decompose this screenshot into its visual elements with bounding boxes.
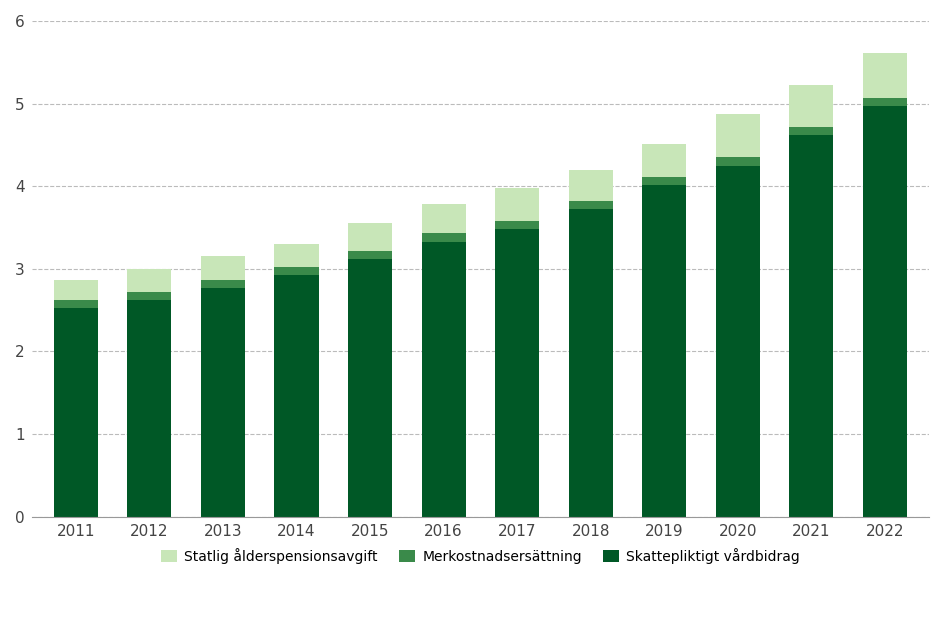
Bar bbox=[275, 244, 318, 267]
Bar bbox=[348, 251, 392, 259]
Bar bbox=[716, 157, 760, 165]
Bar bbox=[716, 115, 760, 157]
Bar bbox=[495, 188, 539, 221]
Bar bbox=[863, 98, 907, 106]
Bar bbox=[275, 267, 318, 275]
Bar bbox=[568, 201, 613, 209]
Bar bbox=[495, 229, 539, 517]
Bar bbox=[275, 275, 318, 517]
Legend: Statlig ålderspensionsavgift, Merkostnadsersättning, Skattepliktigt vårdbidrag: Statlig ålderspensionsavgift, Merkostnad… bbox=[155, 542, 805, 569]
Bar bbox=[422, 233, 465, 241]
Bar bbox=[54, 308, 98, 517]
Bar bbox=[127, 300, 172, 517]
Bar bbox=[642, 144, 686, 177]
Bar bbox=[201, 288, 245, 517]
Bar bbox=[789, 135, 834, 517]
Bar bbox=[422, 204, 465, 233]
Bar bbox=[863, 106, 907, 517]
Bar bbox=[348, 223, 392, 251]
Bar bbox=[642, 177, 686, 185]
Bar bbox=[201, 256, 245, 280]
Bar bbox=[127, 269, 172, 292]
Bar bbox=[54, 300, 98, 308]
Bar bbox=[716, 165, 760, 517]
Bar bbox=[348, 259, 392, 517]
Bar bbox=[789, 85, 834, 127]
Bar bbox=[54, 280, 98, 300]
Bar bbox=[789, 127, 834, 135]
Bar bbox=[568, 170, 613, 201]
Bar bbox=[201, 280, 245, 288]
Bar bbox=[568, 209, 613, 517]
Bar bbox=[495, 221, 539, 229]
Bar bbox=[422, 241, 465, 517]
Bar bbox=[642, 185, 686, 517]
Bar bbox=[127, 292, 172, 300]
Bar bbox=[863, 53, 907, 98]
